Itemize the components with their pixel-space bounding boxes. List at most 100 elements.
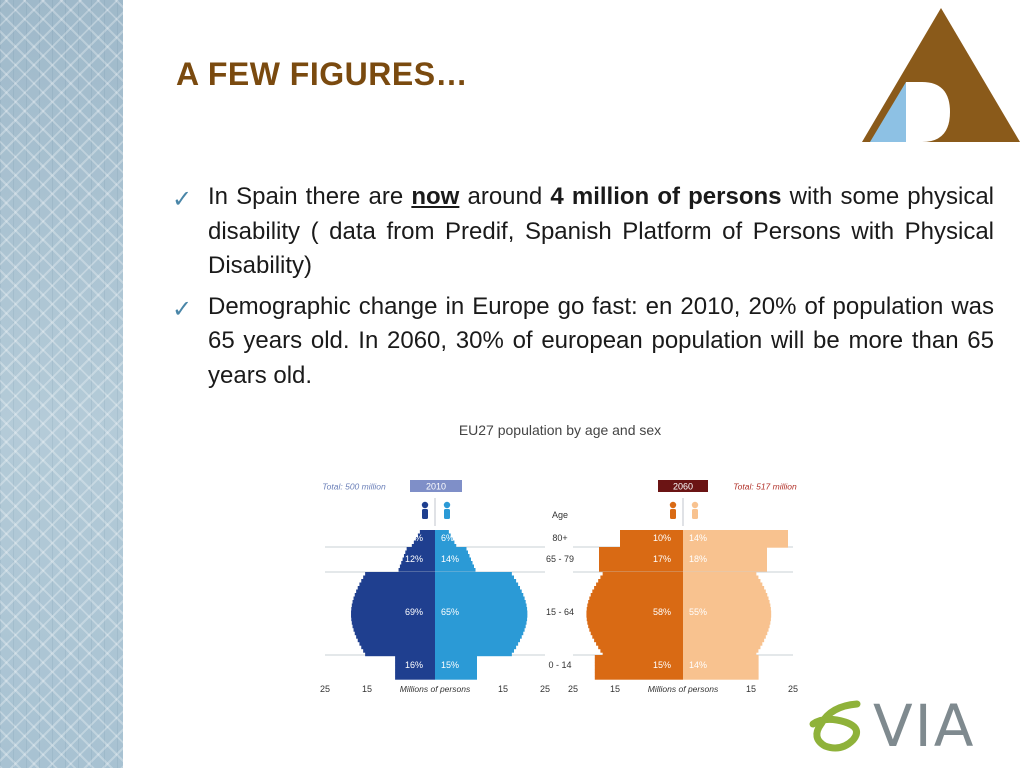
women-bar [435, 557, 471, 562]
men-bar [594, 638, 683, 643]
women-bar [683, 568, 767, 572]
chart-title: EU27 population by age and sex [459, 422, 661, 438]
men-bar [620, 544, 683, 548]
men-bar [592, 635, 683, 639]
women-bar [435, 533, 451, 538]
check-mark-icon: ✓ [172, 294, 193, 323]
x-tick-label: 15 [498, 684, 508, 694]
women-percent-label: 14% [441, 554, 459, 564]
x-tick-label: 15 [610, 684, 620, 694]
men-bar [620, 540, 683, 545]
men-bar [599, 554, 683, 558]
women-bar [435, 540, 455, 545]
men-bar [353, 596, 435, 601]
men-bar [620, 530, 683, 534]
men-bar [589, 596, 683, 601]
women-bar [683, 649, 759, 653]
men-bar [590, 631, 683, 636]
men-percent-label: 69% [405, 607, 423, 617]
men-bar [594, 672, 683, 677]
women-bar [435, 631, 524, 636]
women-percent-label: 65% [441, 607, 459, 617]
women-bar [683, 607, 771, 611]
men-bar [411, 544, 435, 548]
women-bar [683, 614, 772, 618]
women-bar [683, 579, 761, 583]
age-label: 0 - 14 [548, 660, 571, 670]
men-bar [586, 607, 683, 611]
women-bar [683, 593, 768, 597]
women-percent-label: 55% [689, 607, 707, 617]
women-bar [435, 607, 528, 611]
women-percent-label: 18% [689, 554, 707, 564]
women-bar [683, 672, 759, 677]
triangle-logo [862, 8, 1020, 142]
bullet-text: In Spain there are [208, 183, 412, 210]
men-bar [596, 642, 683, 646]
men-bar [395, 658, 435, 663]
women-bar [435, 652, 512, 657]
women-bar [435, 572, 512, 576]
women-bar [435, 544, 457, 548]
men-percent-label: 17% [653, 554, 671, 564]
men-bar [592, 589, 683, 594]
women-bar [683, 582, 763, 587]
men-bar [363, 649, 435, 653]
women-bar [435, 564, 474, 569]
women-bar [435, 596, 525, 601]
women-bar [435, 669, 477, 673]
men-bar [395, 662, 435, 666]
men-bar [586, 610, 683, 615]
women-bar [435, 610, 528, 615]
men-percent-label: 5% [410, 533, 423, 543]
women-bar [435, 575, 515, 580]
year-label: 2010 [426, 482, 446, 492]
men-bar [594, 658, 683, 663]
women-bar [683, 554, 767, 558]
men-bar [395, 665, 435, 670]
men-bar [402, 557, 435, 562]
women-bar [683, 547, 767, 551]
population-pyramid-chart: EU27 population by age and sex Age 80+ 65 -… [320, 422, 798, 694]
women-bar [683, 621, 771, 625]
women-bar [435, 554, 470, 558]
women-percent-label: 15% [441, 660, 459, 670]
total-label: Total: 517 million [733, 482, 797, 492]
women-bar [683, 589, 766, 594]
bullet-list: ✓ In Spain there are now around 4 millio… [172, 180, 994, 393]
x-axis-label: Millions of persons [648, 684, 719, 694]
women-bar [683, 652, 757, 657]
woman-icon [444, 509, 450, 519]
men-bar [395, 669, 435, 673]
women-bar [683, 624, 770, 629]
women-bar [683, 600, 770, 604]
men-bar [594, 676, 683, 680]
women-bar [683, 540, 788, 545]
men-bar [588, 624, 683, 629]
women-bar [435, 624, 526, 629]
men-bar [351, 614, 435, 618]
men-bar [359, 642, 435, 646]
women-bar [683, 610, 772, 615]
women-bar [683, 557, 767, 562]
women-bar [435, 658, 477, 663]
bullet-text: Demographic change in Europe go fast: en… [208, 292, 994, 389]
women-bar [435, 645, 517, 650]
women-percent-label: 14% [689, 533, 707, 543]
men-bar [399, 564, 435, 569]
women-bar [683, 550, 767, 555]
men-bar [594, 655, 683, 659]
bullet-spain: ✓ In Spain there are now around 4 millio… [172, 180, 994, 284]
women-bar [683, 586, 765, 590]
age-label: 15 - 64 [546, 607, 574, 617]
men-bar [599, 564, 683, 569]
men-bar [413, 540, 435, 545]
man-icon [670, 509, 676, 519]
women-bar [683, 572, 757, 576]
bullet-text: around [459, 183, 551, 210]
men-percent-label: 16% [405, 660, 423, 670]
men-bar [596, 582, 683, 587]
women-bar [683, 544, 788, 548]
men-bar [594, 665, 683, 670]
men-percent-label: 10% [653, 533, 671, 543]
